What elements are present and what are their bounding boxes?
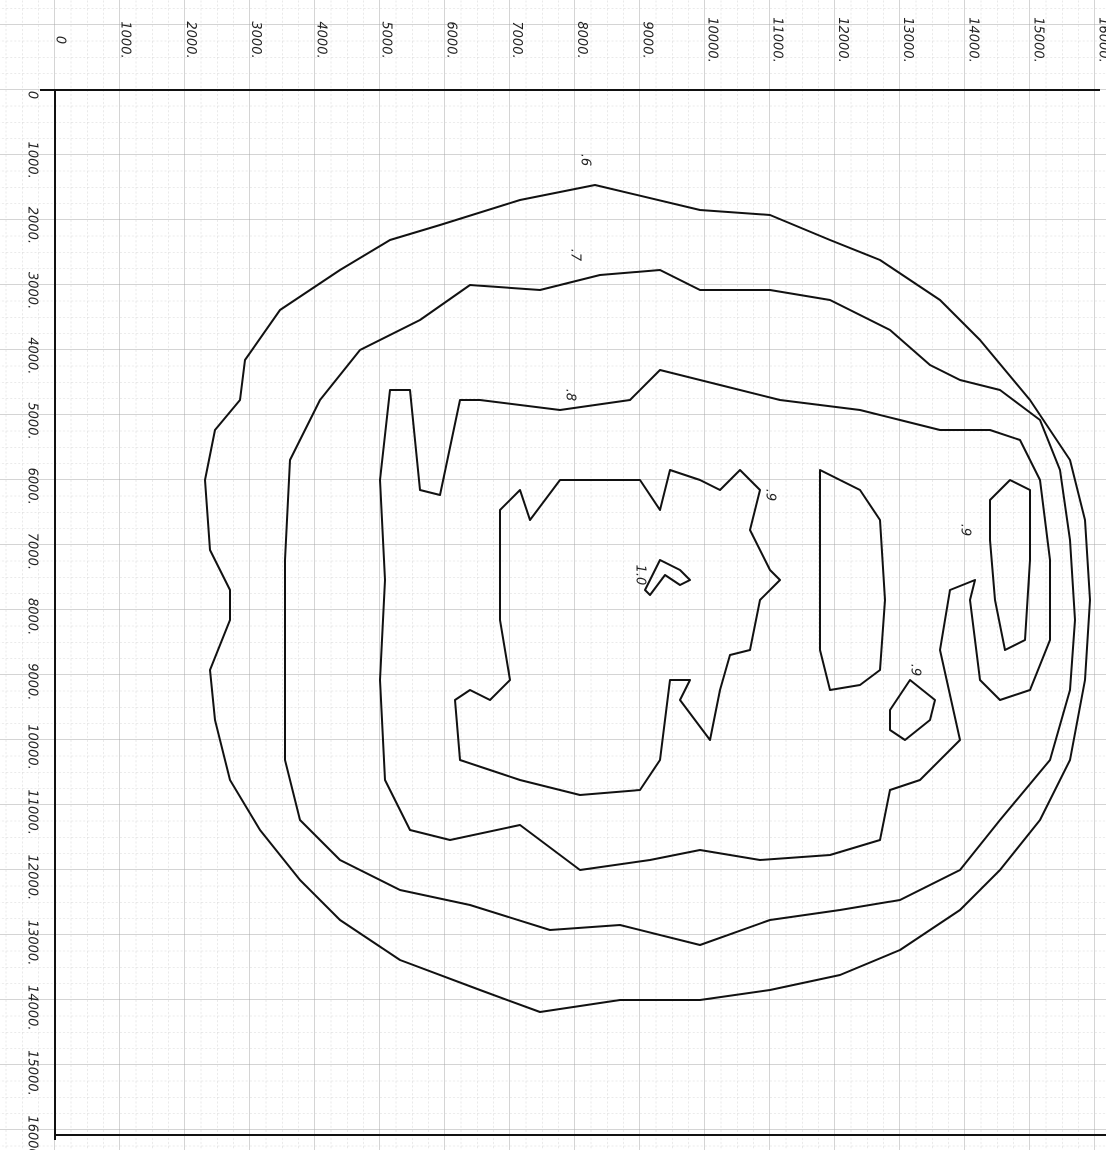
contour-label: .9	[908, 664, 923, 676]
left-axis-label: 8000.	[25, 598, 40, 635]
left-axis-label: 15000.	[25, 1050, 40, 1096]
top-axis-label: 7000.	[509, 21, 524, 58]
left-axis-label: 12000.	[25, 855, 40, 901]
top-axis-label: 9000.	[639, 21, 654, 58]
contour-label: .8	[563, 389, 578, 401]
top-axis-label: 13000.	[900, 17, 915, 63]
left-axis-label: 11000.	[25, 789, 40, 835]
top-axis-label: 12000.	[835, 17, 850, 63]
top-axis-label: 10000.	[705, 17, 720, 63]
top-axis-label: 15000.	[1031, 17, 1046, 63]
top-axis-label: 14000.	[965, 17, 980, 63]
top-axis-label: 0	[53, 36, 68, 44]
left-axis-label: 4000.	[25, 337, 40, 374]
contour-label: .9	[958, 524, 973, 536]
top-axis-label: 2000.	[183, 21, 198, 58]
contour-09-small	[889, 679, 936, 741]
contour-label: .9	[763, 489, 778, 501]
contour-09-center	[454, 469, 781, 796]
contour-label: 1.0	[633, 565, 648, 586]
left-axis-label: 14000.	[25, 985, 40, 1031]
top-axis-label: 5000.	[379, 21, 394, 58]
top-axis-label: 8000.	[574, 21, 589, 58]
top-axis-label: 6000.	[444, 21, 459, 58]
left-axis-label: 16000.	[25, 1115, 40, 1150]
left-axis-label: 9000.	[25, 663, 40, 700]
left-axis-label: 10000.	[25, 724, 40, 770]
contour-10	[644, 559, 691, 596]
top-axis-label: 16000.	[1096, 17, 1106, 63]
left-axis-label: 13000.	[25, 920, 40, 966]
top-axis-label: 4000.	[313, 21, 328, 58]
top-axis-label: 1000.	[118, 21, 133, 58]
top-axis-label: 11000.	[770, 17, 785, 63]
left-axis-label: 7000.	[25, 533, 40, 570]
left-axis-label: 6000.	[25, 468, 40, 505]
contour-06	[204, 184, 1091, 1013]
left-axis-label: 2000.	[25, 207, 40, 244]
contour-07	[284, 269, 1076, 946]
left-axis-label: 1000.	[25, 142, 40, 179]
top-axis-label: 3000.	[248, 21, 263, 58]
contour-08	[379, 369, 1051, 871]
left-axis-label: 5000.	[25, 402, 40, 439]
contour-label: .6	[578, 154, 593, 166]
contour-09-right	[819, 469, 886, 691]
contour-label: .7	[568, 249, 583, 262]
left-axis-label: 0	[25, 91, 40, 99]
left-axis-label: 3000.	[25, 272, 40, 309]
contour-09-far-right	[989, 479, 1031, 651]
